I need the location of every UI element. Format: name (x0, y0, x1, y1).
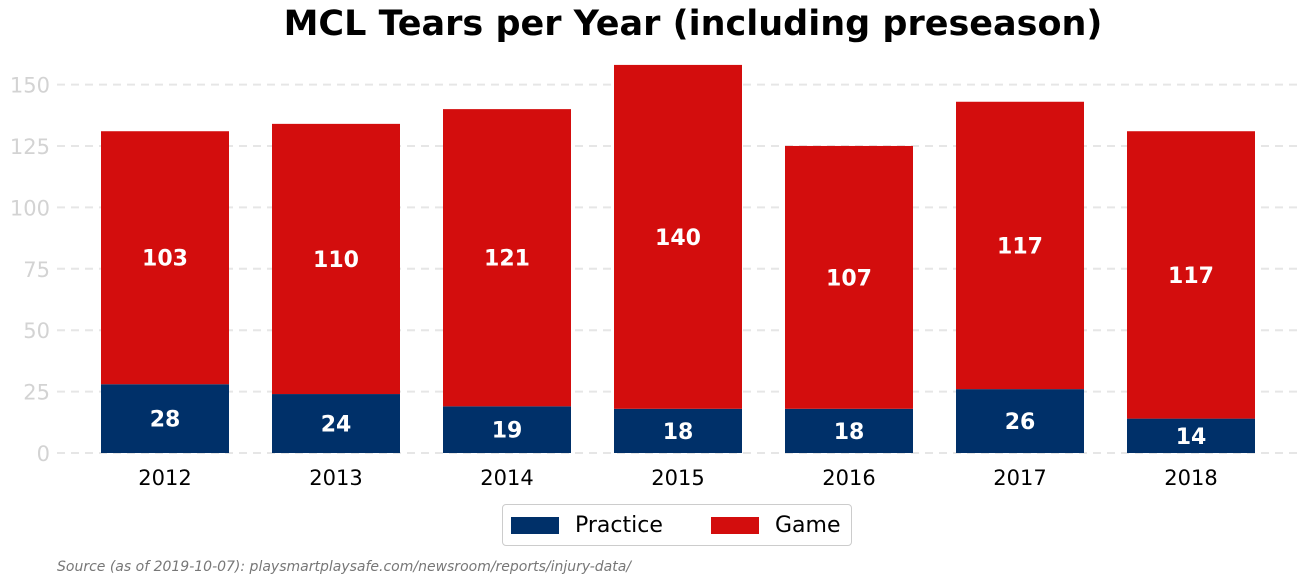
x-tick-label: 2014 (480, 466, 533, 490)
y-tick-label: 125 (10, 135, 50, 159)
legend-label-game: Game (775, 512, 841, 538)
bar-practice (101, 384, 229, 453)
bar-game (101, 131, 229, 385)
legend-item-practice: Practice (511, 505, 663, 545)
bar-practice (443, 406, 571, 453)
bars (101, 64, 1255, 453)
bar-chart: 0 25 50 75 100 125 150 28 103 24 110 19 121 18 140 18 1… (10, 64, 1298, 490)
legend-swatch-game (711, 516, 759, 534)
x-tick-label: 2018 (1164, 466, 1217, 490)
data-label: 121 (484, 247, 530, 272)
bar-game (443, 109, 571, 407)
data-label: 117 (997, 234, 1043, 259)
x-tick-label: 2016 (822, 466, 875, 490)
data-label: 18 (834, 420, 865, 445)
source-note: Source (as of 2019-10-07): playsmartplay… (57, 559, 631, 575)
legend-swatch-practice (511, 516, 559, 534)
bar-game (1127, 131, 1255, 419)
y-tick-label: 50 (23, 319, 50, 343)
bar-practice (272, 394, 400, 453)
bar-practice (1127, 418, 1255, 453)
data-label: 26 (1005, 410, 1036, 435)
data-label: 18 (663, 420, 694, 445)
data-label: 107 (826, 266, 872, 291)
y-axis-ticks: 0 25 50 75 100 125 150 (10, 74, 50, 466)
chart-title: MCL Tears per Year (including preseason) (283, 4, 1103, 44)
legend: Practice Game (502, 504, 852, 546)
bar-game (614, 64, 742, 409)
x-tick-label: 2017 (993, 466, 1046, 490)
x-axis-ticks: 2012 2013 2014 2015 2016 2017 2018 (138, 466, 1217, 490)
bar-game (785, 145, 913, 409)
data-labels: 28 103 24 110 19 121 18 140 18 107 26 117 14 117 (142, 226, 1214, 450)
bar-practice (956, 389, 1084, 453)
bar-game (272, 123, 400, 395)
y-tick-label: 100 (10, 196, 50, 220)
x-tick-label: 2012 (138, 466, 191, 490)
data-label: 140 (655, 226, 701, 251)
y-tick-label: 25 (23, 381, 50, 405)
data-label: 103 (142, 247, 188, 272)
x-tick-label: 2013 (309, 466, 362, 490)
y-tick-label: 0 (37, 442, 50, 466)
legend-item-game: Game (711, 505, 841, 545)
y-tick-label: 75 (23, 258, 50, 282)
data-label: 110 (313, 248, 359, 273)
y-tick-label: 150 (10, 74, 50, 98)
data-label: 28 (150, 408, 181, 433)
bar-practice (785, 408, 913, 453)
data-label: 14 (1176, 425, 1207, 450)
data-label: 19 (492, 419, 523, 444)
legend-label-practice: Practice (575, 512, 663, 538)
x-tick-label: 2015 (651, 466, 704, 490)
data-label: 24 (321, 413, 352, 438)
data-label: 117 (1168, 264, 1214, 289)
bar-practice (614, 408, 742, 453)
bar-game (956, 101, 1084, 390)
